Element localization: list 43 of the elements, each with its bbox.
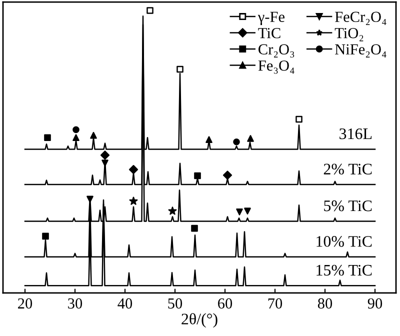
point	[296, 116, 302, 123]
point	[194, 172, 201, 180]
x-tick-label: 50	[168, 298, 182, 309]
series-label: 5% TiC	[324, 200, 372, 212]
x-tick-label: 80	[318, 298, 332, 309]
point	[42, 232, 49, 240]
legend-label: NiFe₂O₄	[335, 44, 386, 58]
point	[102, 160, 108, 166]
x-axis-title: 2θ/(°)	[182, 313, 218, 328]
legend-label: FeCr₂O₄	[335, 12, 386, 25]
legend-label: Cr₂O₃	[258, 44, 294, 58]
point	[168, 206, 177, 215]
point	[236, 208, 243, 216]
x-tick-label: 90	[368, 298, 382, 309]
x-tick-label: 70	[268, 298, 282, 309]
point	[146, 7, 154, 14]
legend-label: TiO₂	[334, 28, 364, 42]
series-label: 316L	[340, 128, 372, 140]
point	[247, 135, 254, 142]
x-tick-label: 40	[118, 298, 132, 309]
point	[128, 164, 138, 174]
legend-label: γ-Fe	[258, 12, 284, 26]
series-label: 2% TiC	[324, 164, 372, 175]
point	[72, 126, 80, 134]
point	[72, 134, 80, 142]
point	[244, 208, 251, 214]
point	[222, 170, 232, 180]
point	[206, 136, 212, 143]
legend-label: Fe₃O₄	[258, 60, 294, 74]
series-label: 15% TiC	[316, 264, 372, 276]
point	[86, 196, 94, 203]
x-tick-label: 20	[18, 298, 32, 309]
x-tick-label: 30	[68, 298, 82, 309]
point	[176, 66, 184, 73]
series-label: 10% TiC	[316, 236, 372, 247]
point	[191, 224, 198, 232]
point	[129, 196, 138, 205]
point	[233, 138, 240, 146]
point	[90, 132, 97, 139]
legend-label: TiC	[258, 28, 280, 38]
x-tick-label: 60	[218, 298, 232, 309]
point	[44, 134, 51, 142]
point	[100, 150, 110, 160]
